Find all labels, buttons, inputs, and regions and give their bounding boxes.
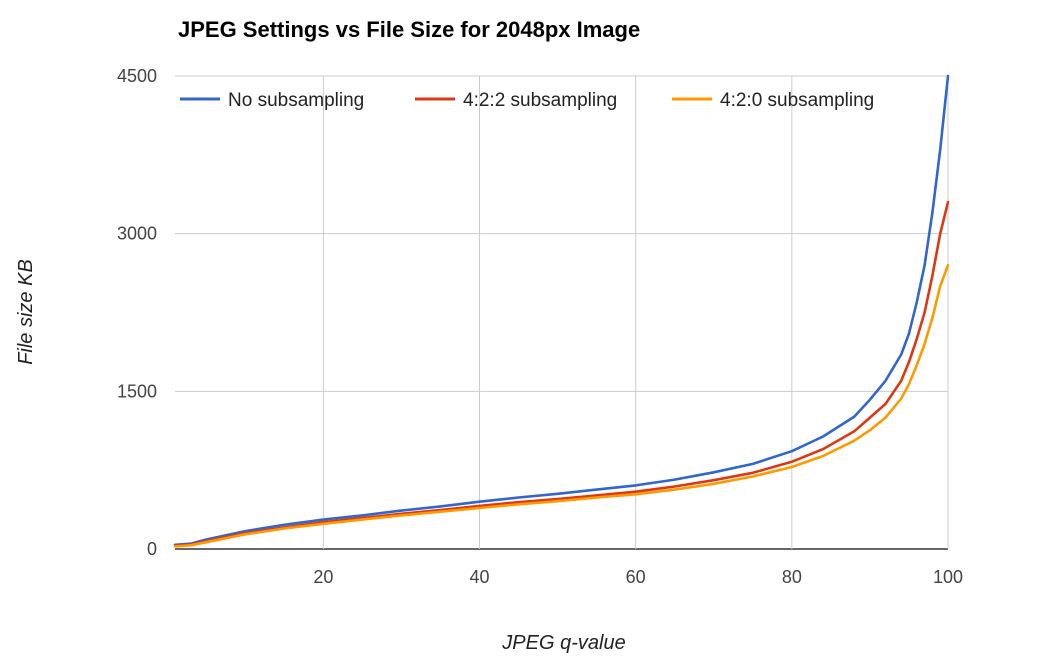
x-tick-label: 60: [626, 567, 646, 587]
y-axis-label: File size KB: [15, 259, 37, 365]
series-line-3: [173, 263, 950, 548]
legend-label-1: No subsampling: [228, 90, 364, 111]
x-tick-label: 100: [933, 567, 963, 587]
legend: No subsampling 4:2:2 subsampling 4:2:0 sub…: [180, 90, 874, 111]
y-tick-label: 0: [147, 539, 157, 559]
x-tick-label: 80: [782, 567, 802, 587]
series-line-2: [173, 200, 950, 548]
y-tick-label: 3000: [117, 224, 157, 244]
series-lines: [173, 74, 950, 548]
y-tick-labels: 0 1500 3000 4500: [117, 66, 157, 559]
x-tick-labels: 20 40 60 80 100: [313, 567, 963, 587]
x-tick-label: 40: [469, 567, 489, 587]
legend-label-2: 4:2:2 subsampling: [463, 90, 617, 111]
x-tick-label: 20: [313, 567, 333, 587]
y-tick-label: 1500: [117, 381, 157, 401]
chart-title: JPEG Settings vs File Size for 2048px Im…: [178, 17, 640, 42]
legend-label-3: 4:2:0 subsampling: [720, 90, 874, 111]
grid: [175, 75, 949, 550]
y-tick-label: 4500: [117, 66, 157, 86]
x-axis-label: JPEG q-value: [501, 632, 625, 654]
series-line-1: [173, 74, 950, 547]
